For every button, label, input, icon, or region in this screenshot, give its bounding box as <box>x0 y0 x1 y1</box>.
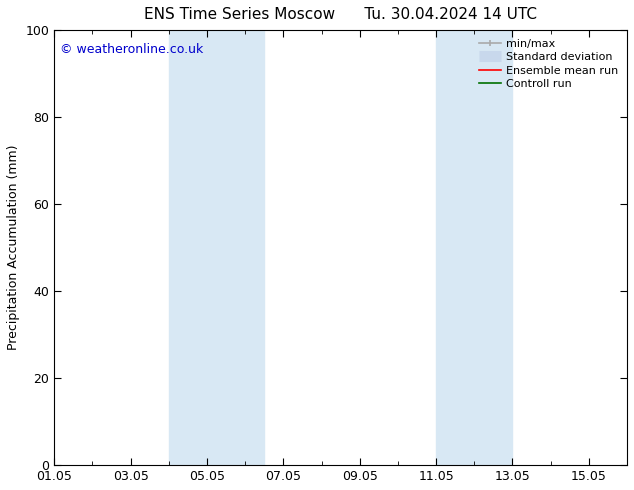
Legend: min/max, Standard deviation, Ensemble mean run, Controll run: min/max, Standard deviation, Ensemble me… <box>476 36 621 92</box>
Title: ENS Time Series Moscow      Tu. 30.04.2024 14 UTC: ENS Time Series Moscow Tu. 30.04.2024 14… <box>144 7 537 22</box>
Text: © weatheronline.co.uk: © weatheronline.co.uk <box>60 43 204 56</box>
Bar <box>436 30 512 465</box>
Bar <box>169 30 264 465</box>
Y-axis label: Precipitation Accumulation (mm): Precipitation Accumulation (mm) <box>7 145 20 350</box>
